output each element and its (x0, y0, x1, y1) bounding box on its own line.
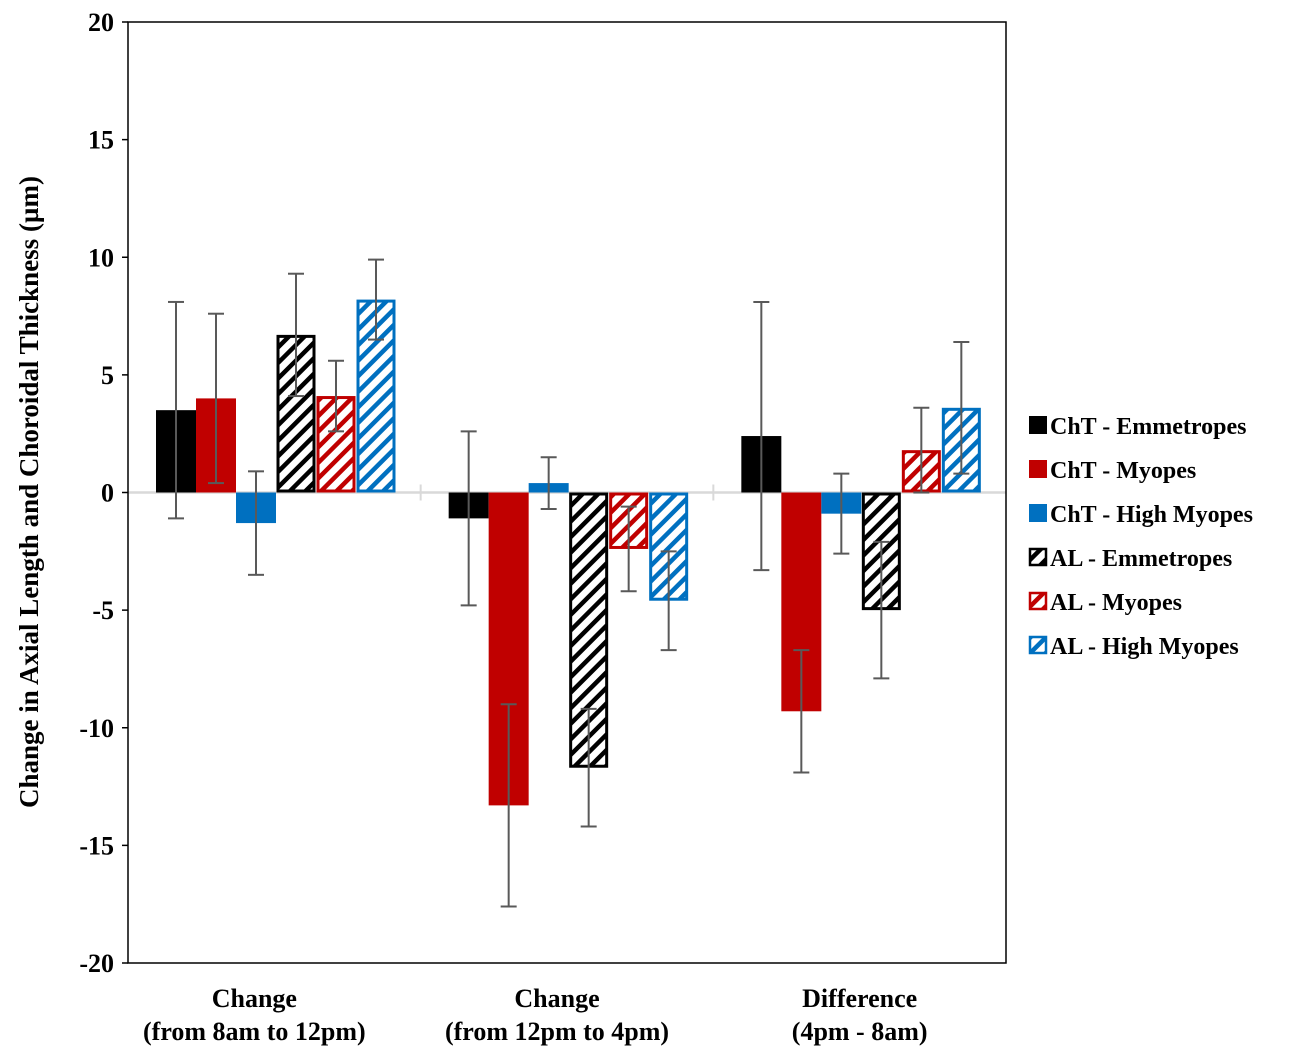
y-tick-label: 10 (88, 243, 114, 272)
y-tick-label: -10 (79, 714, 114, 743)
legend-item: AL - Emmetropes (1028, 546, 1232, 572)
legend-swatch (1028, 635, 1048, 655)
legend-item: ChT - Emmetropes (1029, 414, 1246, 440)
legend-label: ChT - High Myopes (1050, 502, 1253, 528)
legend-label: AL - Myopes (1050, 590, 1182, 616)
legend-label: ChT - Myopes (1050, 458, 1196, 484)
error-bar (208, 312, 224, 485)
legend-swatch (1029, 416, 1047, 434)
y-tick-label: 20 (88, 8, 114, 37)
y-axis-title: Change in Axial Length and Choroidal Thi… (14, 176, 44, 808)
legend-item: ChT - Myopes (1029, 458, 1196, 484)
error-bar (620, 505, 637, 593)
category-label: Difference (802, 984, 917, 1013)
y-tick-label: -15 (79, 831, 114, 860)
legend-label: AL - High Myopes (1050, 634, 1239, 660)
error-bar (833, 472, 850, 555)
error-bar (540, 456, 557, 510)
y-tick-label: 0 (101, 479, 114, 508)
category-label: (4pm - 8am) (792, 1017, 928, 1046)
error-bar (460, 430, 477, 607)
legend-swatch (1029, 460, 1047, 478)
error-bar (793, 649, 810, 774)
error-bars-layer (168, 258, 970, 908)
y-tick-label: -20 (79, 949, 114, 978)
y-axis-ticks: 20 15 10 5 0 -5 -10 -15 -20 (79, 8, 715, 978)
legend-item: AL - Myopes (1028, 590, 1182, 616)
legend: ChT - Emmetropes ChT - Myopes ChT - High M… (1028, 414, 1253, 660)
legend-label: ChT - Emmetropes (1050, 414, 1246, 440)
legend-item: ChT - High Myopes (1029, 502, 1253, 528)
category-label: (from 12pm to 4pm) (445, 1017, 669, 1046)
error-bar (953, 340, 970, 475)
category-label: Change (212, 984, 297, 1013)
error-bar (873, 540, 890, 680)
error-bar (913, 406, 930, 494)
category-label: (from 8am to 12pm) (143, 1017, 366, 1046)
y-tick-label: -5 (92, 596, 114, 625)
legend-swatch (1029, 504, 1047, 522)
error-bar (248, 470, 264, 576)
error-bar (580, 707, 597, 828)
error-bar (168, 300, 184, 520)
y-tick-label: 5 (101, 361, 114, 390)
legend-swatch (1028, 591, 1048, 611)
legend-label: AL - Emmetropes (1050, 546, 1232, 572)
error-bar (500, 703, 517, 908)
y-tick-label: 15 (88, 126, 114, 155)
legend-item: AL - High Myopes (1028, 634, 1239, 660)
category-label: Change (514, 984, 599, 1013)
error-bar (328, 359, 344, 433)
error-bar (368, 258, 384, 341)
legend-swatch (1028, 547, 1048, 567)
error-bar (660, 550, 677, 652)
x-axis-labels: Change (from 8am to 12pm) Change (from 12pm… (143, 984, 928, 1046)
error-bar (753, 300, 770, 572)
error-bar (288, 272, 304, 398)
